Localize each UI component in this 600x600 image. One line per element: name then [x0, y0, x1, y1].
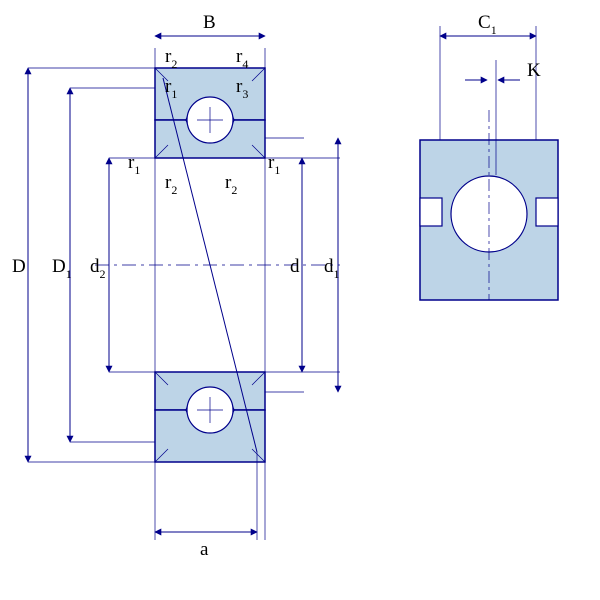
- lbl-d2: d: [90, 256, 100, 277]
- lbl-C1: C: [478, 12, 491, 33]
- svg-text:d2: d2: [90, 256, 106, 281]
- lbl-d1: d: [324, 256, 334, 277]
- lbl-K: K: [527, 60, 541, 81]
- svg-text:r2: r2: [225, 172, 237, 197]
- svg-text:r1: r1: [128, 152, 140, 177]
- svg-text:D1: D1: [52, 256, 72, 281]
- svg-text:r1: r1: [268, 152, 280, 177]
- bearing-diagram: D D1 d2 d d1 B a r2 r4 r1 r3 r1 r1 r2 r2…: [0, 0, 600, 600]
- lbl-a: a: [200, 539, 209, 560]
- lbl-D: D: [12, 256, 26, 277]
- lbl-d: d: [290, 256, 300, 277]
- svg-text:C1: C1: [478, 12, 497, 37]
- left-cross-section: [28, 36, 340, 540]
- svg-text:r2: r2: [165, 172, 177, 197]
- lbl-D1: D: [52, 256, 66, 277]
- svg-text:d1: d1: [324, 256, 340, 281]
- lbl-B: B: [203, 12, 216, 33]
